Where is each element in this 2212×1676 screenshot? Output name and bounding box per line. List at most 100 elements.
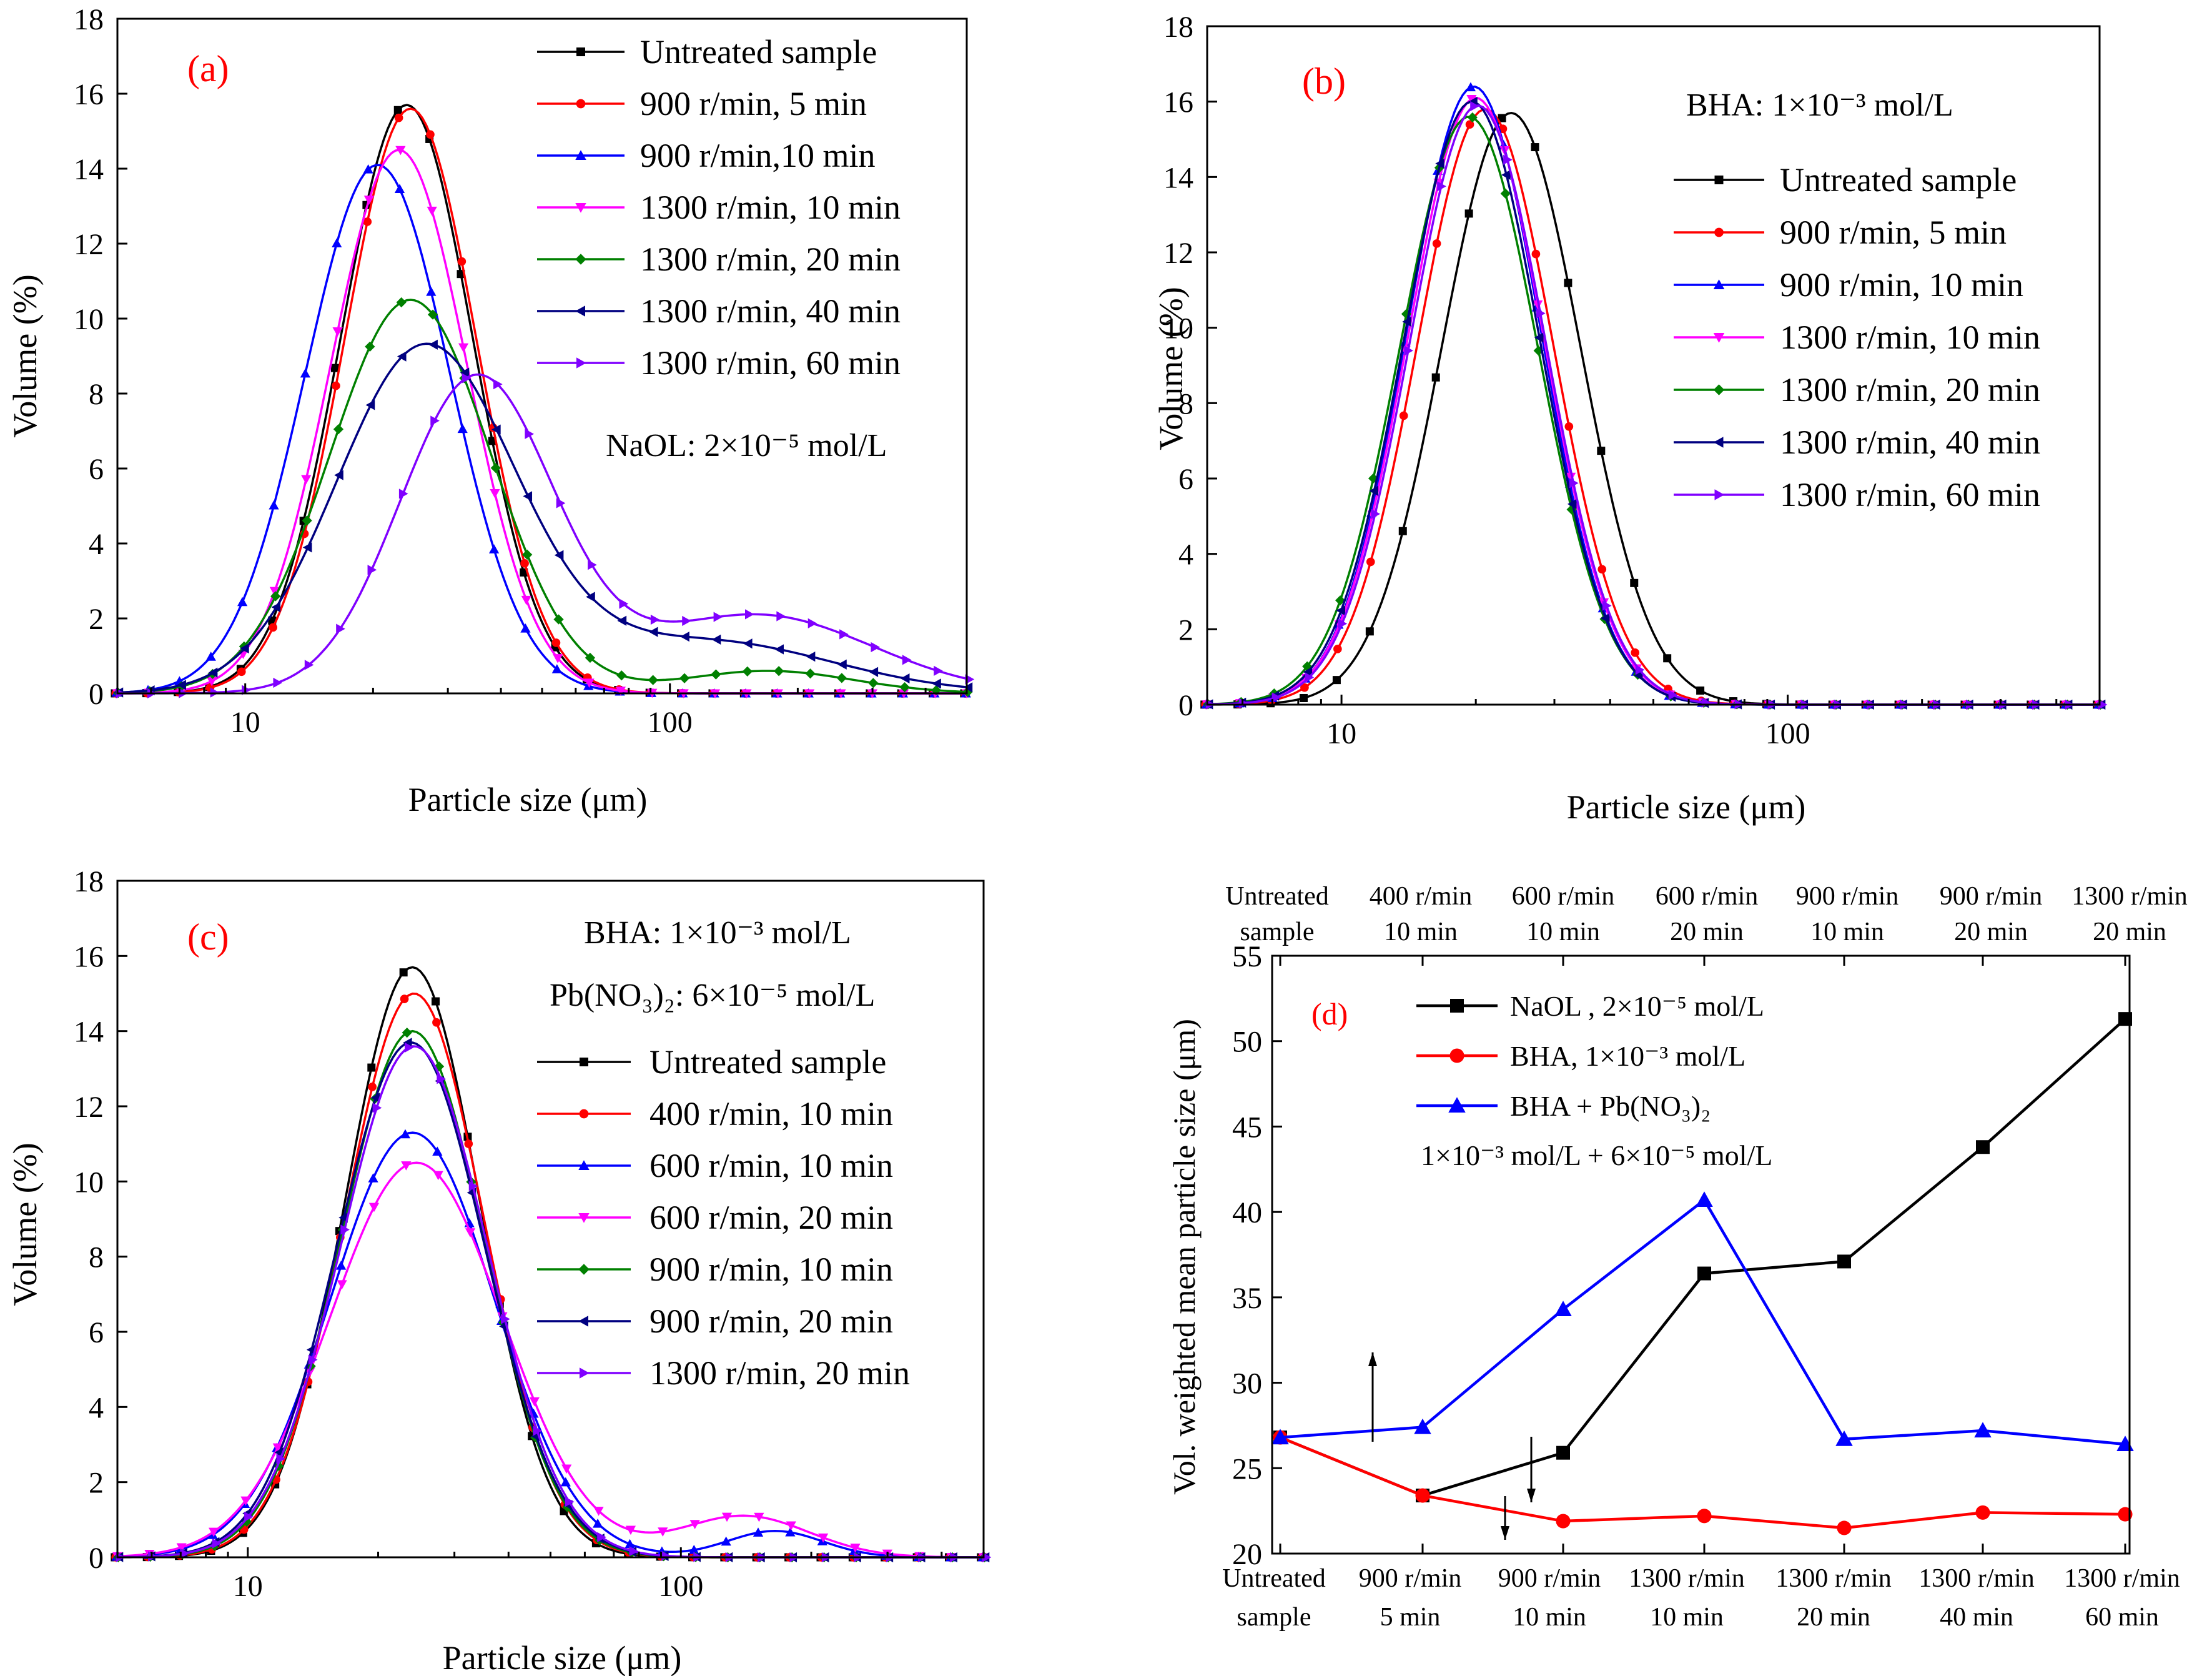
data-point <box>742 666 753 677</box>
legend-marker <box>1713 437 1724 448</box>
data-point <box>1500 188 1511 199</box>
y-tick-label: 12 <box>1163 237 1193 270</box>
data-point <box>1333 645 1342 653</box>
data-point <box>1976 1140 1990 1154</box>
legend-item: BHA, 1×10⁻³ mol/L <box>1416 1040 1745 1072</box>
y-tick-label: 30 <box>1232 1367 1262 1401</box>
data-point <box>302 542 312 553</box>
x-axis-title: Particle size (μm) <box>1567 788 1806 826</box>
data-point <box>177 680 186 690</box>
condition-annotation: NaOL: 2×10⁻⁵ mol/L <box>606 428 887 464</box>
data-point <box>1404 345 1413 356</box>
bottom-category-label: 40 min <box>1940 1603 2013 1632</box>
data-point <box>744 609 754 620</box>
data-point <box>368 1202 380 1212</box>
legend-label: NaOL , 2×10⁻⁵ mol/L <box>1510 990 1764 1022</box>
bottom-category-label: sample <box>1237 1603 1311 1632</box>
y-axis-title: Volume (%) <box>6 1143 44 1306</box>
top-category-label: 900 r/min <box>1796 882 1899 911</box>
legend-marker <box>1714 489 1725 500</box>
down-arrow-bottom-axis <box>1527 1437 1536 1502</box>
legend-marker <box>580 1367 590 1379</box>
data-point <box>180 1548 190 1559</box>
data-point <box>963 682 973 693</box>
data-point <box>869 667 879 677</box>
data-point <box>1696 1191 1713 1207</box>
data-point <box>785 1527 796 1537</box>
top-category-label: 10 min <box>1526 918 1600 946</box>
data-point <box>206 677 217 687</box>
data-point <box>1569 478 1579 488</box>
bottom-category-label: Untreated <box>1222 1564 1326 1593</box>
panel-label: (d) <box>1311 996 1348 1031</box>
data-point <box>689 1520 700 1529</box>
data-point <box>396 297 407 308</box>
data-point <box>430 415 440 426</box>
top-category-label: 900 r/min <box>1940 882 2043 911</box>
data-point <box>1556 1445 1570 1460</box>
series-6 <box>116 373 975 699</box>
data-point <box>462 373 472 384</box>
data-point <box>1467 112 1478 123</box>
data-point <box>586 592 595 602</box>
data-point <box>426 286 437 296</box>
legend-label: Untreated sample <box>1780 161 2017 199</box>
data-point <box>240 643 249 654</box>
data-point <box>679 673 690 683</box>
data-point <box>365 400 375 410</box>
data-point <box>428 339 438 350</box>
data-point <box>553 614 564 625</box>
condition-annotation: BHA: 1×10⁻³ mol/L <box>1686 87 1953 123</box>
data-point <box>934 665 943 676</box>
plot-frame <box>1271 955 2131 1555</box>
data-point <box>372 1103 382 1113</box>
data-point <box>402 1027 412 1038</box>
series-4 <box>113 297 973 698</box>
legend-marker <box>1714 176 1724 184</box>
data-point <box>774 644 784 655</box>
y-tick-label: 18 <box>74 865 104 898</box>
bottom-category-label: 20 min <box>1797 1603 1870 1632</box>
series-line <box>117 342 967 694</box>
y-tick-label: 16 <box>1163 86 1193 119</box>
data-point <box>1371 508 1381 519</box>
panel-a: 0 2 4 6 8 10 12 14 16 18 10 100 Particle size (μm) Vo… <box>6 3 975 818</box>
data-point <box>1398 527 1407 535</box>
legend-marker <box>575 305 585 317</box>
y-tick-label: 2 <box>1178 613 1193 647</box>
data-point <box>394 184 405 193</box>
y-tick-label: 45 <box>1232 1111 1262 1144</box>
y-tick-label: 4 <box>89 528 104 561</box>
data-point <box>629 1546 639 1557</box>
down-arrow-bottom-axis-2 <box>1501 1496 1509 1540</box>
top-category-label: 600 r/min <box>1512 882 1615 911</box>
y-tick-label: 16 <box>74 78 104 111</box>
data-point <box>334 470 343 480</box>
top-category-label: 20 min <box>2093 918 2166 946</box>
legend-item: Untreated sample <box>537 1043 886 1081</box>
data-point <box>400 1129 411 1139</box>
data-point <box>648 627 658 637</box>
data-point <box>1338 618 1348 629</box>
y-tick-label: 4 <box>1178 538 1193 572</box>
panel-d: 20 25 30 35 40 45 50 55 Untreated sample 400 r/min… <box>1167 882 2188 1632</box>
condition-annotation: BHA: 1×10⁻³ mol/L <box>584 915 851 951</box>
x-tick-label: 10 <box>230 706 260 739</box>
data-point <box>433 1171 443 1181</box>
legend-item: 1300 r/min, 20 min <box>1674 371 2040 409</box>
data-point <box>689 1545 699 1554</box>
data-point <box>776 611 786 622</box>
series-5 <box>114 339 973 698</box>
bottom-category-label: 1300 r/min <box>1629 1564 1745 1593</box>
data-point <box>333 424 344 435</box>
y-tick-label: 40 <box>1232 1196 1262 1229</box>
data-point <box>593 1507 604 1516</box>
data-point <box>370 1093 380 1103</box>
arrow-head <box>1527 1489 1536 1502</box>
data-point <box>337 1280 347 1290</box>
bottom-category-label: 900 r/min <box>1498 1564 1601 1593</box>
data-point <box>1663 654 1672 663</box>
data-point <box>625 1525 636 1535</box>
y-axis-title: Vol. weighted mean particle size (μm) <box>1167 1019 1202 1495</box>
legend-item: 900 r/min, 5 min <box>1674 214 2007 251</box>
